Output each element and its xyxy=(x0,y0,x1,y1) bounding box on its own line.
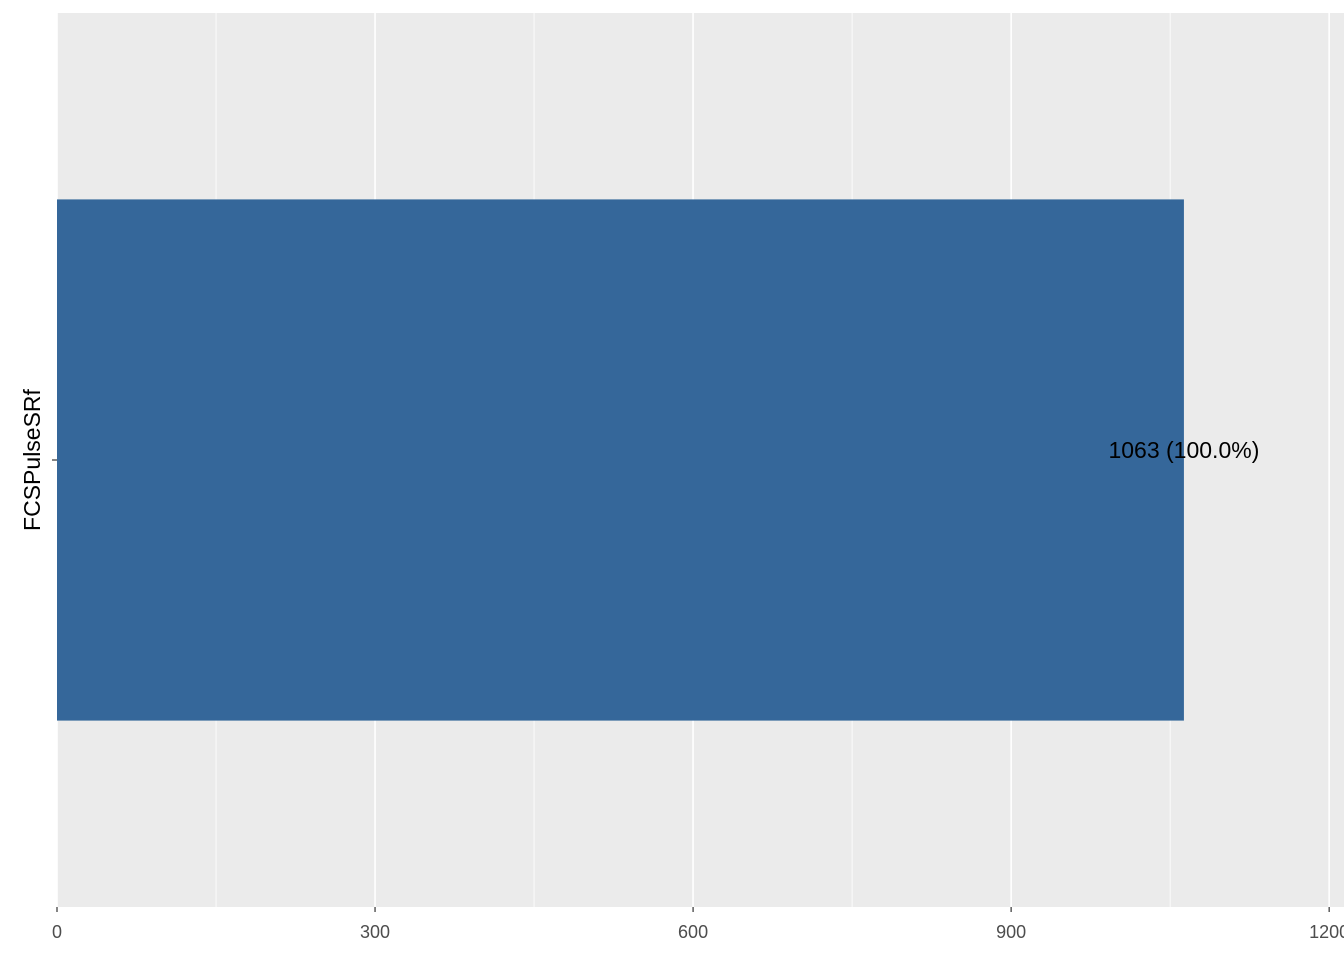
x-tick-label: 600 xyxy=(678,922,708,942)
labels: 0 300 600 900 1200 FCSPulseSRf 1063 (100.0%) xyxy=(19,388,1344,941)
data-label: 1063 (100.0%) xyxy=(1108,437,1259,463)
bar xyxy=(57,199,1184,721)
x-tick-label: 0 xyxy=(52,922,62,942)
marks xyxy=(57,199,1184,721)
x-tick-label: 900 xyxy=(996,922,1026,942)
x-tick-label: 1200 xyxy=(1309,922,1344,942)
y-tick-label: FCSPulseSRf xyxy=(19,388,45,530)
x-tick-label: 300 xyxy=(360,922,390,942)
